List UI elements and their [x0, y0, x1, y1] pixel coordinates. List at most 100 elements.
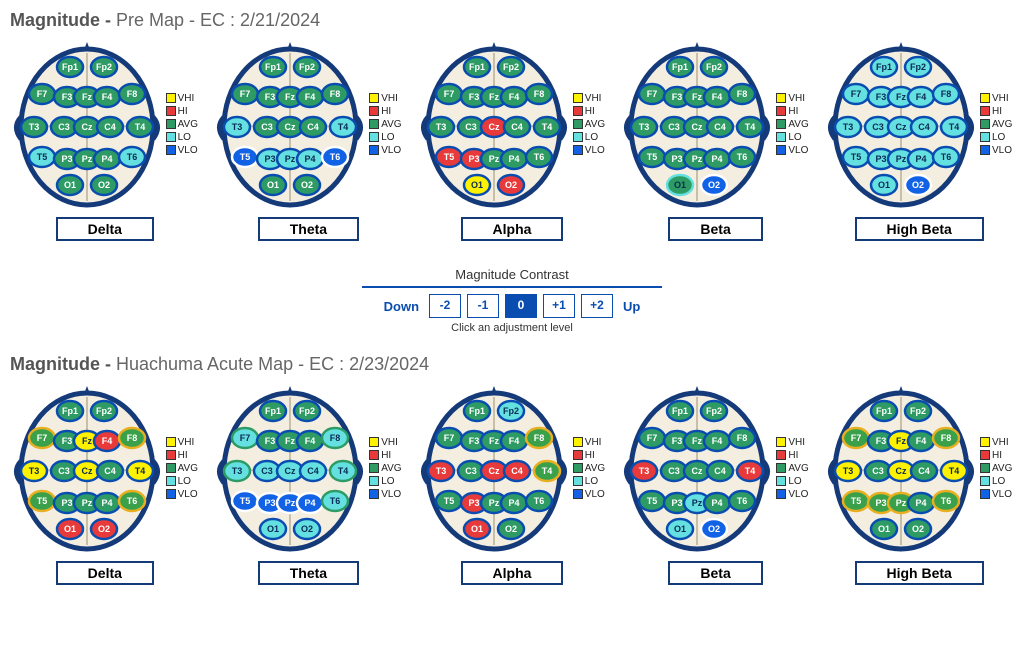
svg-text:Cz: Cz [692, 466, 703, 476]
electrode-T4: T4 [330, 117, 356, 137]
legend-swatch-avg [776, 463, 786, 473]
legend-item-avg: AVG [166, 463, 198, 474]
svg-text:T6: T6 [330, 496, 341, 506]
legend-item-hi: HI [776, 450, 808, 461]
legend-swatch-lo [369, 132, 379, 142]
svg-text:O1: O1 [64, 524, 76, 534]
legend-item-avg: AVG [369, 463, 401, 474]
svg-text:T5: T5 [444, 152, 455, 162]
legend-swatch-avg [166, 463, 176, 473]
electrode-T3: T3 [224, 117, 250, 137]
svg-text:P3: P3 [672, 154, 683, 164]
legend-swatch-vhi [980, 437, 990, 447]
svg-text:F3: F3 [876, 436, 887, 446]
svg-text:F4: F4 [712, 436, 723, 446]
electrode-T4: T4 [127, 117, 153, 137]
electrode-T4: T4 [127, 461, 153, 481]
legend-label: AVG [381, 463, 401, 474]
legend-item-vlo: VLO [776, 145, 808, 156]
svg-text:P4: P4 [915, 498, 926, 508]
svg-text:Fz: Fz [896, 436, 906, 446]
svg-text:F7: F7 [36, 89, 47, 99]
svg-text:T3: T3 [232, 122, 243, 132]
electrode-T4: T4 [737, 461, 763, 481]
contrast-btn-n2[interactable]: -2 [429, 294, 461, 318]
svg-text:O2: O2 [98, 524, 110, 534]
svg-text:T6: T6 [737, 496, 748, 506]
electrode-Fp2: Fp2 [701, 57, 727, 77]
color-legend: VHIHIAVGLOVLO [369, 437, 401, 500]
legend-label: LO [585, 476, 598, 487]
contrast-btn-0[interactable]: 0 [505, 294, 537, 318]
electrode-F4: F4 [297, 87, 323, 107]
electrode-F8: F8 [933, 84, 959, 104]
electrode-F8: F8 [322, 428, 348, 448]
svg-text:T6: T6 [534, 152, 545, 162]
electrode-T3: T3 [21, 117, 47, 137]
legend-label: VHI [381, 437, 398, 448]
svg-text:Fp2: Fp2 [910, 406, 926, 416]
svg-text:C4: C4 [307, 122, 319, 132]
svg-text:O1: O1 [878, 180, 890, 190]
electrode-F4: F4 [704, 87, 730, 107]
contrast-down-label[interactable]: Down [380, 299, 423, 314]
brain-head-icon: Fp1Fp2F7F3FzF4F8T3C3CzC4T4T5P3PzP4T6O1O2 [826, 39, 976, 209]
legend-swatch-lo [776, 132, 786, 142]
svg-text:F3: F3 [469, 92, 480, 102]
contrast-btn-n1[interactable]: -1 [467, 294, 499, 318]
svg-text:F4: F4 [305, 92, 316, 102]
contrast-btn-p2[interactable]: +2 [581, 294, 613, 318]
svg-text:Fz: Fz [489, 92, 499, 102]
electrode-F4: F4 [908, 431, 934, 451]
svg-text:Fp2: Fp2 [96, 406, 112, 416]
band-label: Beta [668, 217, 762, 241]
electrode-C4: C4 [911, 117, 937, 137]
svg-text:T5: T5 [240, 152, 251, 162]
electrode-T6: T6 [526, 491, 552, 511]
svg-text:Fz: Fz [82, 436, 92, 446]
panel-body: Fp1Fp2F7F3FzF4F8T3C3CzC4T4T5P3PzP4T6O1O2… [622, 39, 808, 209]
legend-swatch-vlo [980, 489, 990, 499]
contrast-btn-p1[interactable]: +1 [543, 294, 575, 318]
legend-item-lo: LO [980, 132, 1012, 143]
legend-swatch-vlo [776, 145, 786, 155]
legend-item-lo: LO [573, 476, 605, 487]
legend-label: VLO [992, 489, 1012, 500]
svg-text:F4: F4 [101, 92, 112, 102]
color-legend: VHIHIAVGLOVLO [776, 437, 808, 500]
svg-text:F7: F7 [647, 433, 658, 443]
legend-label: VHI [585, 437, 602, 448]
legend-swatch-vlo [369, 145, 379, 155]
section-title-1: Magnitude - Pre Map - EC : 2/21/2024 [10, 10, 1014, 31]
electrode-T3: T3 [835, 461, 861, 481]
legend-label: AVG [992, 119, 1012, 130]
svg-text:T6: T6 [737, 152, 748, 162]
svg-text:O2: O2 [912, 524, 924, 534]
contrast-up-label[interactable]: Up [619, 299, 644, 314]
panel-body: Fp1Fp2F7F3FzF4F8T3C3CzC4T4T5P3PzP4T6O1O2… [12, 39, 198, 209]
brain-head-icon: Fp1Fp2F7F3FzF4F8T3C3CzC4T4T5P3PzP4T6O1O2 [12, 383, 162, 553]
electrode-O1: O1 [57, 519, 83, 539]
legend-item-hi: HI [369, 450, 401, 461]
svg-text:F7: F7 [851, 433, 862, 443]
electrode-Fp1: Fp1 [871, 57, 897, 77]
legend-item-vhi: VHI [980, 93, 1012, 104]
legend-label: LO [178, 476, 191, 487]
legend-swatch-vlo [573, 145, 583, 155]
electrode-C4: C4 [707, 461, 733, 481]
legend-item-vlo: VLO [573, 489, 605, 500]
electrode-T3: T3 [224, 461, 250, 481]
svg-text:C3: C3 [872, 122, 884, 132]
legend-swatch-vhi [369, 93, 379, 103]
svg-text:O1: O1 [674, 524, 686, 534]
svg-text:P4: P4 [305, 498, 316, 508]
svg-text:Fz: Fz [285, 92, 295, 102]
svg-text:C3: C3 [261, 466, 273, 476]
electrode-O1: O1 [667, 175, 693, 195]
svg-text:C3: C3 [261, 122, 273, 132]
legend-label: LO [788, 132, 801, 143]
svg-text:T3: T3 [639, 466, 650, 476]
svg-text:O1: O1 [267, 524, 279, 534]
svg-text:F8: F8 [534, 433, 545, 443]
legend-swatch-vhi [776, 93, 786, 103]
